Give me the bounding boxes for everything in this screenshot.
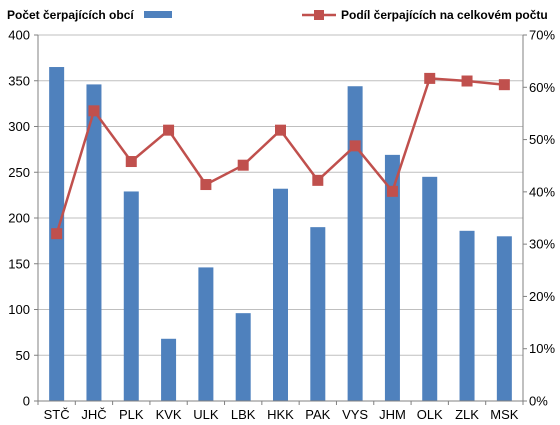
x-axis-label: ZLK <box>455 407 479 422</box>
line-marker <box>200 179 212 191</box>
left-axis-label: 300 <box>8 119 30 134</box>
line-marker <box>461 75 473 87</box>
right-axis-label: 60% <box>529 80 555 95</box>
line-marker <box>275 124 286 136</box>
bar <box>384 154 400 401</box>
left-axis-label: 150 <box>8 256 30 271</box>
right-axis-label: 0% <box>529 394 548 409</box>
line-marker <box>498 79 510 91</box>
line-marker <box>237 159 249 171</box>
line-marker <box>312 174 324 186</box>
bar-series <box>49 67 512 402</box>
left-axis-label: 350 <box>8 73 30 88</box>
left-axis-label: 0 <box>23 394 30 409</box>
bar <box>310 227 326 401</box>
bar <box>496 236 512 401</box>
left-axis-label: 400 <box>8 28 30 43</box>
line-marker <box>88 105 100 117</box>
legend-marker-line <box>314 10 324 20</box>
left-axis-label: 200 <box>8 211 30 226</box>
line-marker <box>51 228 63 240</box>
axes: 0 50 100 150 200 250 300 350 400 0% 10% 20% 30% 40% 50… <box>8 28 555 423</box>
left-axis-label: 250 <box>8 165 30 180</box>
x-axis-label: JHM <box>379 407 406 422</box>
x-axis-label: PAK <box>305 407 330 422</box>
legend-swatch-bars <box>144 11 172 18</box>
right-axis-label: 10% <box>529 341 555 356</box>
bar <box>273 188 288 401</box>
bar <box>198 267 214 401</box>
line-marker <box>163 124 175 136</box>
x-axis-label: KVK <box>156 407 182 422</box>
line-marker <box>386 185 398 197</box>
legend-label-bars: Počet čerpajících obcí <box>7 8 134 22</box>
x-axis-label: STČ <box>44 407 70 422</box>
right-axis-label: 20% <box>529 289 555 304</box>
x-axis-label: JHČ <box>81 407 106 422</box>
bar <box>459 230 475 401</box>
bar <box>235 313 251 401</box>
x-axis-label: LBK <box>231 407 256 422</box>
line-series <box>51 72 510 240</box>
x-axis-label: ULK <box>193 407 219 422</box>
x-axis-label: MSK <box>490 407 519 422</box>
left-axis-label: 100 <box>8 302 30 317</box>
right-axis-label: 50% <box>529 132 555 147</box>
right-axis-label: 40% <box>529 184 555 199</box>
right-axis-label: 70% <box>529 28 555 43</box>
legend: Počet čerpajících obcí Podíl čerpajících… <box>7 8 548 22</box>
bar <box>422 176 438 401</box>
x-axis-label: PLK <box>119 407 144 422</box>
x-axis-label: HKK <box>267 407 294 422</box>
line-marker <box>125 156 137 168</box>
bar <box>86 84 102 401</box>
bar <box>161 338 177 401</box>
left-axis-label: 50 <box>16 348 30 363</box>
bar <box>123 191 139 401</box>
right-axis-label: 30% <box>529 237 555 252</box>
x-axis-label: VYS <box>342 407 368 422</box>
x-axis-label: OLK <box>417 407 443 422</box>
bar <box>347 86 363 402</box>
legend-label-line: Podíl čerpajících na celkovém počtu <box>341 8 548 22</box>
line-marker <box>424 72 436 84</box>
line-marker <box>349 140 361 152</box>
